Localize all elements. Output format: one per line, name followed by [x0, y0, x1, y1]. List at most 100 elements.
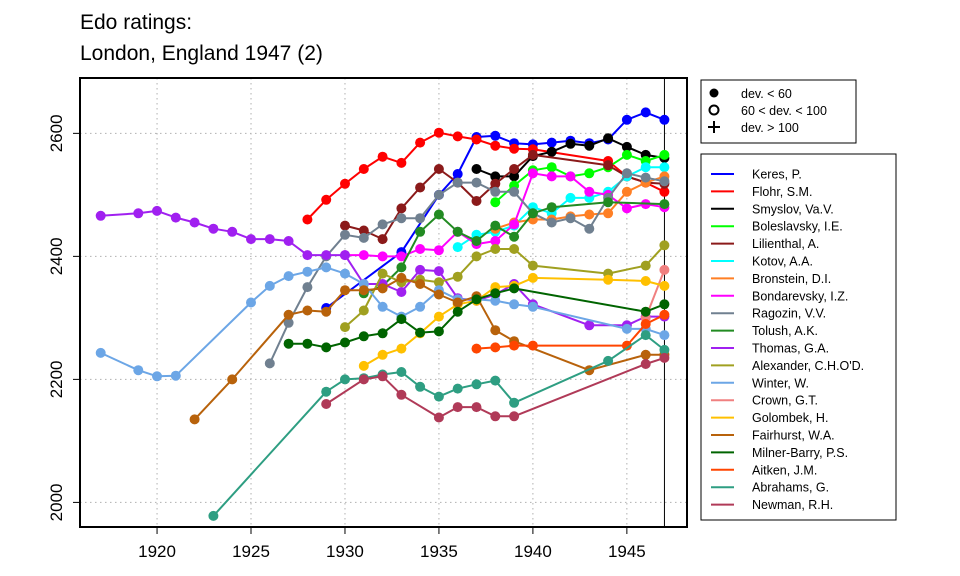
- data-point: [358, 374, 369, 385]
- data-point: [246, 234, 256, 245]
- data-point: [659, 309, 670, 320]
- data-point: [471, 251, 482, 262]
- data-point: [264, 234, 275, 245]
- data-point: [433, 326, 444, 337]
- data-point: [640, 306, 651, 317]
- data-point: [377, 328, 388, 339]
- deviation-legend: dev. < 60 60 < dev. < 100 dev. > 100: [700, 79, 857, 144]
- data-point: [452, 383, 463, 394]
- data-point: [509, 186, 520, 197]
- data-point: [621, 340, 632, 351]
- data-point: [603, 133, 614, 144]
- data-point: [640, 260, 651, 271]
- series-legend-label: Ragozin, V.V.: [752, 307, 826, 321]
- data-point: [340, 285, 350, 296]
- data-point: [490, 197, 501, 208]
- data-point: [527, 149, 538, 160]
- chart-title: Edo ratings:: [80, 11, 192, 34]
- data-point: [659, 199, 670, 210]
- data-point: [640, 276, 651, 286]
- data-point: [433, 127, 444, 138]
- y-tick-label: 2000: [47, 483, 66, 521]
- data-point: [621, 186, 632, 197]
- data-point: [396, 314, 407, 325]
- data-point: [584, 140, 595, 151]
- data-point: [471, 379, 482, 390]
- data-point: [527, 208, 538, 219]
- data-point: [433, 289, 444, 300]
- data-point: [377, 234, 388, 245]
- data-point: [584, 209, 595, 220]
- axes: 1920 1925 1930 1935 1940 1945 2000 2200 2400 2600: [47, 78, 665, 561]
- data-point: [640, 330, 651, 341]
- data-point: [471, 343, 482, 354]
- series-legend-label: Fairhurst, W.A.: [752, 429, 835, 443]
- data-point: [321, 262, 332, 273]
- data-point: [170, 370, 181, 381]
- data-point: [471, 294, 482, 305]
- data-point: [490, 186, 501, 197]
- data-point: [546, 162, 557, 173]
- data-point: [640, 319, 651, 329]
- data-point: [358, 305, 369, 316]
- data-point: [490, 171, 501, 182]
- data-point: [377, 268, 388, 279]
- data-point: [415, 137, 426, 148]
- data-point: [471, 134, 482, 145]
- data-point: [433, 311, 444, 322]
- data-point: [415, 301, 426, 312]
- data-point: [152, 371, 162, 382]
- data-point: [640, 172, 651, 183]
- data-point: [509, 411, 520, 422]
- data-point: [396, 389, 407, 400]
- series-legend-label: Bondarevsky, I.Z.: [752, 289, 848, 303]
- data-point: [640, 359, 651, 369]
- data-point: [621, 203, 632, 214]
- data-point: [527, 260, 538, 271]
- data-point: [227, 374, 238, 385]
- data-point: [302, 214, 313, 225]
- legend-open-marker: [708, 104, 720, 116]
- data-point: [452, 169, 463, 179]
- data-point: [471, 177, 482, 188]
- data-point: [302, 338, 313, 349]
- series-legend-label: Aitken, J.M.: [752, 463, 817, 477]
- data-point: [490, 178, 501, 189]
- series: [471, 309, 670, 354]
- data-point: [396, 203, 407, 214]
- data-point: [452, 242, 463, 253]
- series-legend-label: Lilienthal, A.: [752, 237, 819, 251]
- data-point: [227, 226, 238, 237]
- data-point: [452, 177, 463, 188]
- data-point: [509, 283, 520, 294]
- data-point: [565, 138, 576, 149]
- series-line: [476, 313, 665, 350]
- data-point: [321, 250, 332, 261]
- deviation-legend-label: dev. > 100: [741, 121, 799, 135]
- data-point: [640, 107, 651, 118]
- data-point: [452, 226, 463, 237]
- data-point: [621, 149, 632, 160]
- data-point: [659, 299, 670, 310]
- series: [189, 272, 670, 425]
- data-point: [415, 279, 426, 289]
- data-point: [509, 397, 520, 408]
- data-point: [603, 160, 614, 171]
- data-point: [358, 360, 369, 371]
- data-point: [340, 229, 350, 240]
- data-point: [603, 274, 614, 285]
- deviation-legend-label: dev. < 60: [741, 87, 792, 101]
- data-point: [509, 231, 520, 242]
- data-point: [527, 168, 538, 179]
- data-point: [471, 236, 482, 246]
- data-point: [659, 240, 670, 251]
- series-legend: Keres, P. Flohr, S.M. Smyslov, Va.V. Bolesl…: [700, 153, 897, 521]
- data-point: [621, 141, 632, 152]
- data-point: [621, 323, 632, 334]
- data-point: [659, 176, 670, 187]
- data-point: [377, 371, 388, 382]
- data-point: [584, 320, 595, 331]
- data-point: [659, 264, 670, 275]
- data-point: [415, 327, 426, 338]
